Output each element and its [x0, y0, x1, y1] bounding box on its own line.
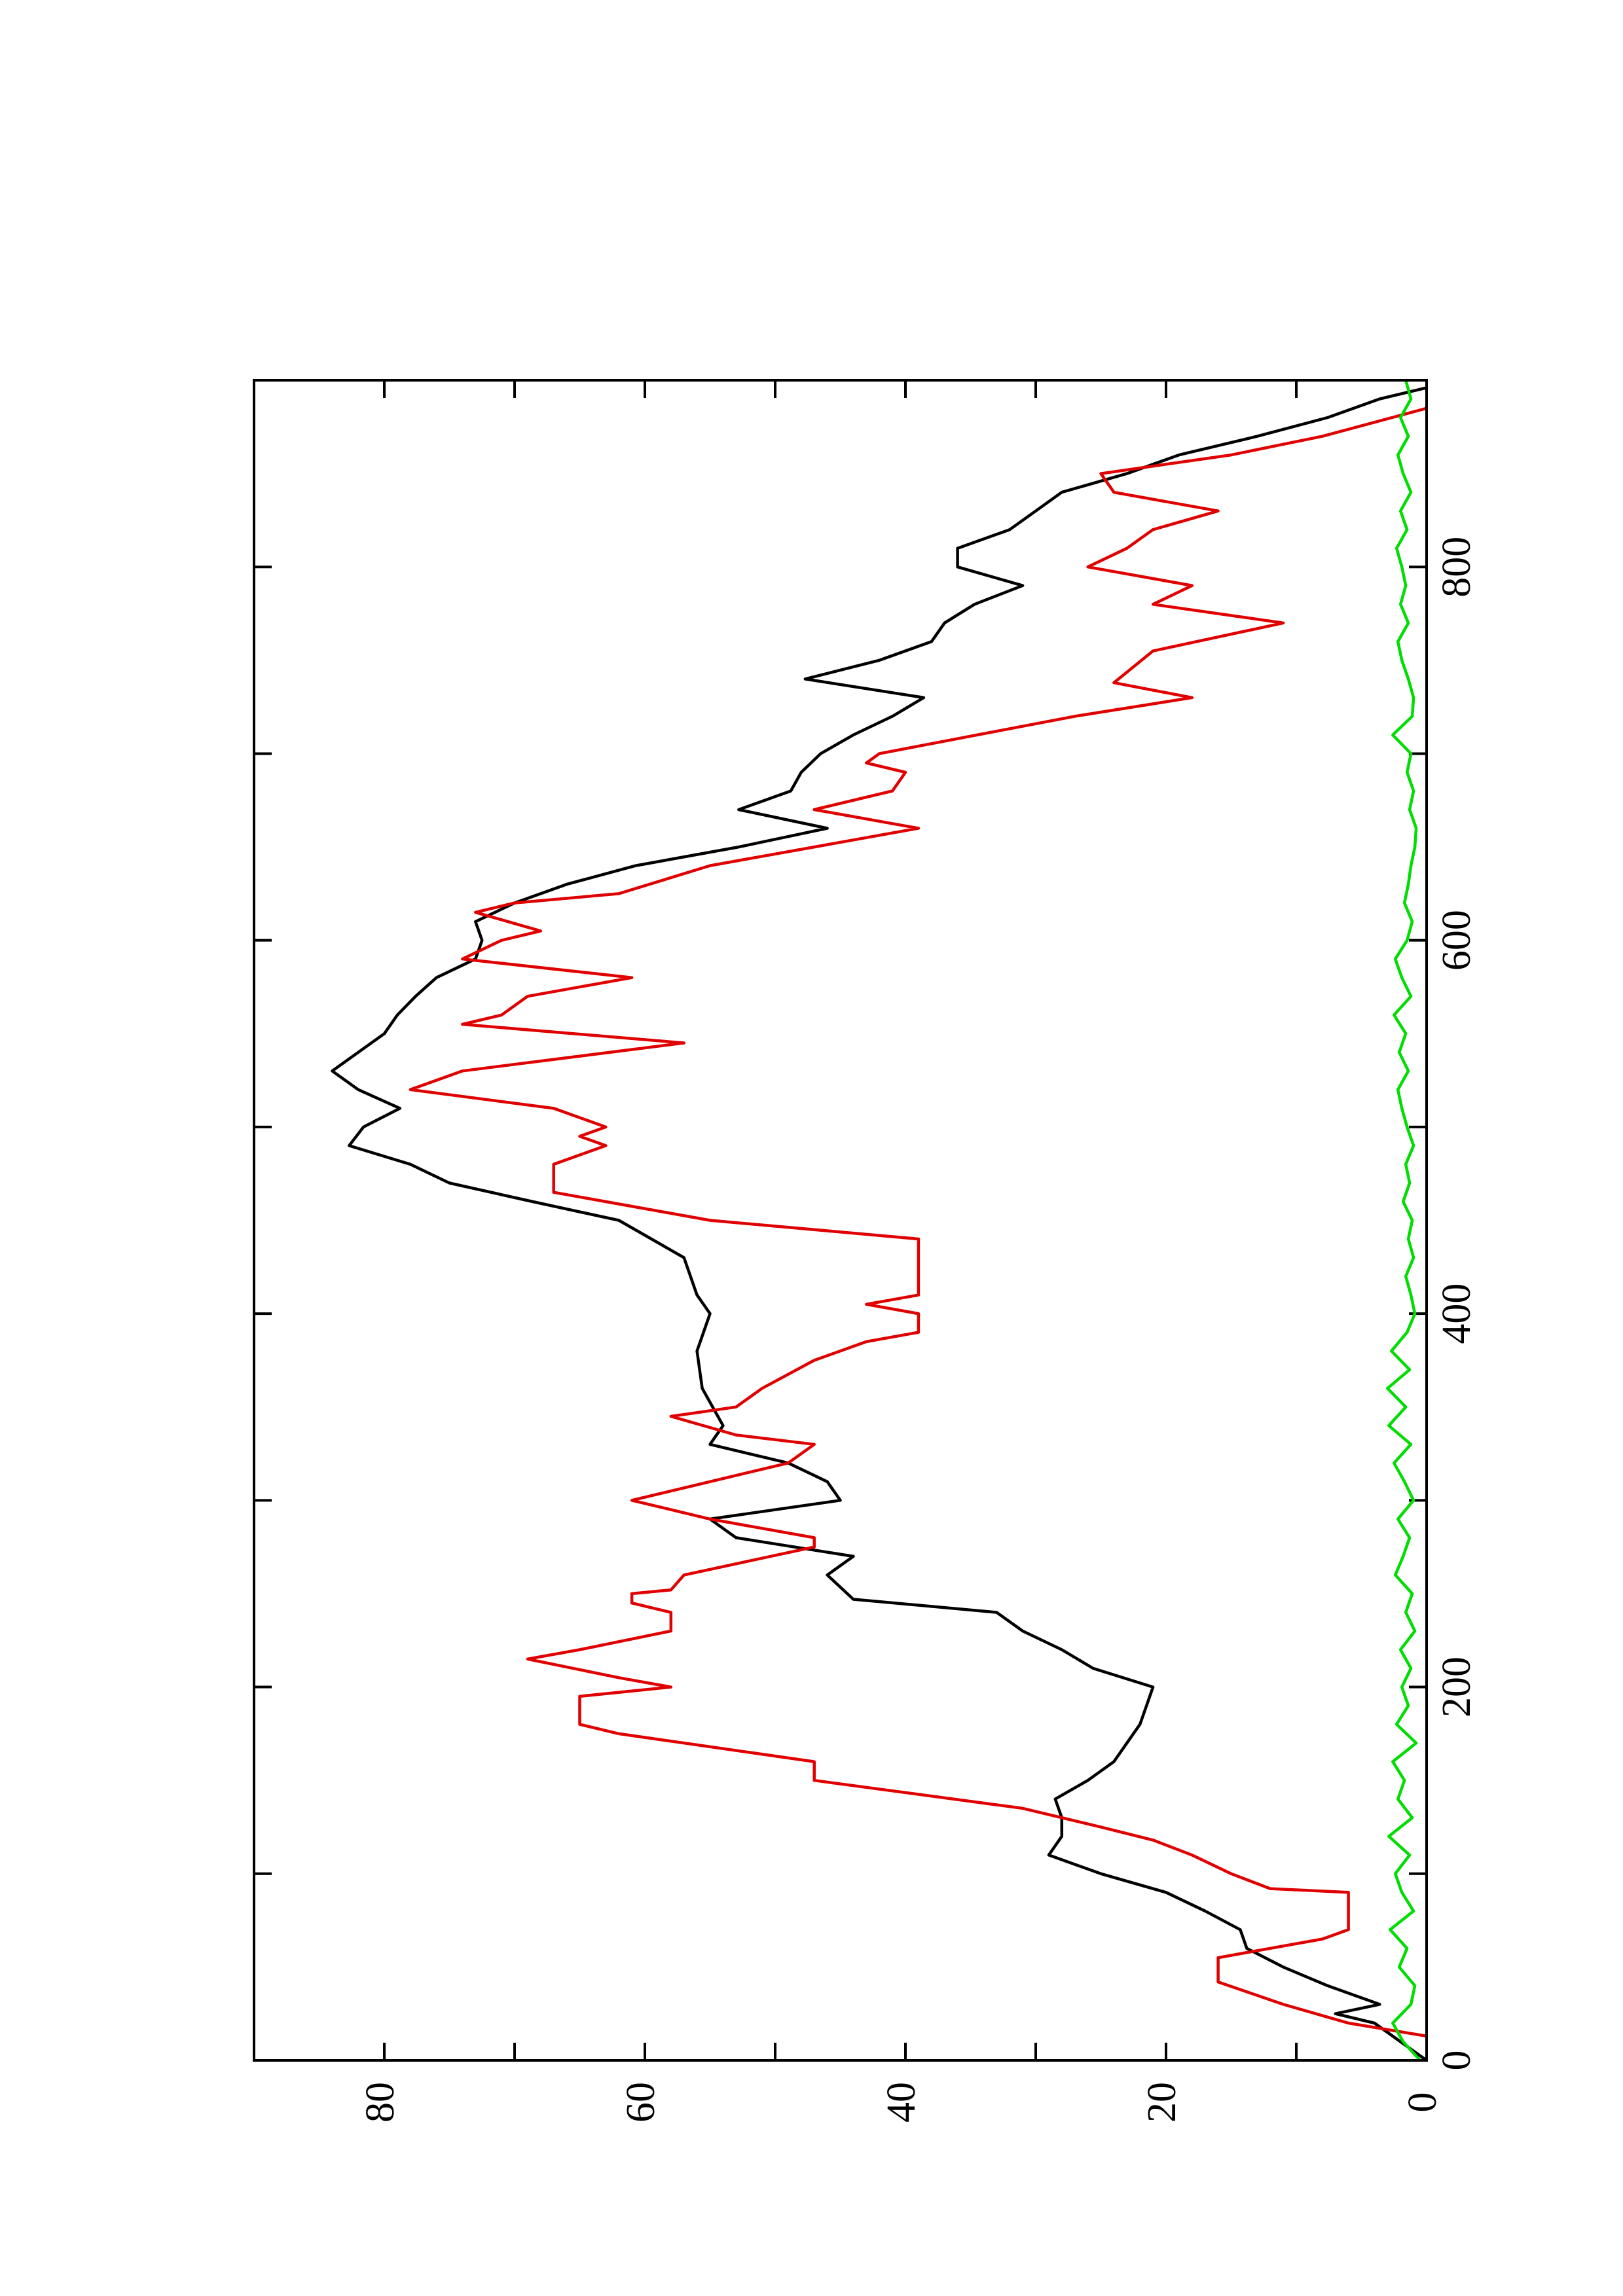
x-tick-label: 800 — [1434, 537, 1479, 598]
x-tick-label: 200 — [1434, 1657, 1479, 1717]
plot-frame — [253, 379, 1428, 2062]
x-tick-label: 400 — [1434, 1283, 1479, 1344]
y-tick-label: 60 — [619, 2082, 663, 2123]
x-tick-label: 600 — [1434, 910, 1479, 971]
y-tick-label: 40 — [879, 2082, 924, 2123]
x-tick-label: 0 — [1434, 2051, 1479, 2071]
y-tick-label: 20 — [1140, 2082, 1184, 2123]
y-tick-label: 80 — [358, 2082, 403, 2123]
y-tick-label: 0 — [1400, 2092, 1445, 2113]
line-series — [1386, 380, 1421, 2062]
line-series — [331, 386, 1428, 2062]
line-series — [409, 406, 1427, 2038]
